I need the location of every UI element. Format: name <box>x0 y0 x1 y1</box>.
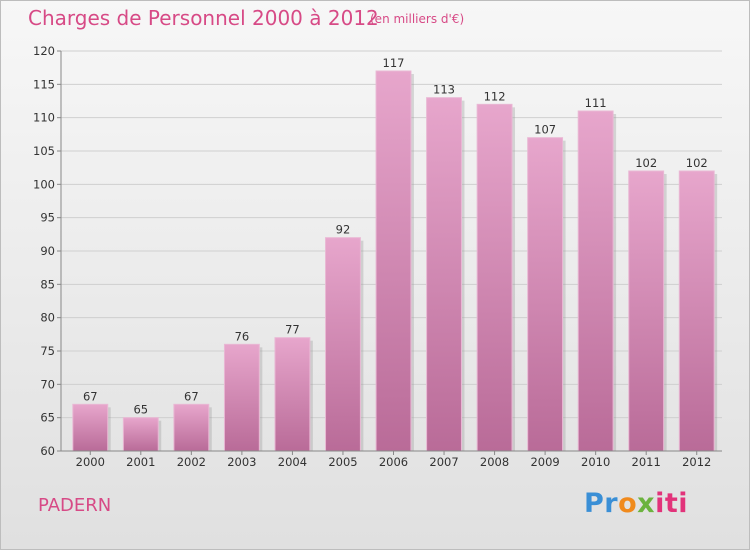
logo-part-4: iti <box>655 488 689 519</box>
x-tick-label: 2006 <box>379 455 408 469</box>
x-tick-label: 2010 <box>581 455 610 469</box>
y-tick-label: 120 <box>33 44 55 58</box>
data-label: 112 <box>484 89 506 103</box>
bar-2002 <box>173 403 210 452</box>
y-tick-label: 110 <box>33 111 55 125</box>
data-label: 107 <box>534 123 556 137</box>
bar-2009 <box>527 137 564 452</box>
axes: 60 65 70 75 80 85 90 95 100 105 110 115 120 2000 2001 2… <box>33 44 722 469</box>
x-tick-label: 2007 <box>429 455 458 469</box>
y-tick-label: 70 <box>40 377 55 391</box>
bar-2012 <box>678 170 715 452</box>
data-label: 67 <box>184 389 199 403</box>
x-tick-label: 2012 <box>682 455 711 469</box>
data-label: 102 <box>686 156 708 170</box>
data-label: 102 <box>635 156 657 170</box>
bar-2006 <box>375 70 412 452</box>
data-label: 92 <box>336 223 351 237</box>
y-tick-label: 105 <box>33 144 55 158</box>
y-tick-label: 75 <box>40 344 55 358</box>
x-tick-label: 2004 <box>278 455 307 469</box>
bar-2004 <box>274 337 311 452</box>
y-tick-label: 90 <box>40 244 55 258</box>
bar-2005 <box>325 237 361 452</box>
bar-2010 <box>577 110 614 452</box>
y-tick-label: 115 <box>33 77 55 91</box>
y-tick-label: 95 <box>40 211 55 225</box>
commune-name: PADERN <box>38 495 112 516</box>
x-tick-label: 2008 <box>480 455 509 469</box>
logo-part-2: o <box>618 488 638 519</box>
bar-2003 <box>223 343 260 452</box>
data-label: 76 <box>235 329 250 343</box>
y-tick-label: 65 <box>40 411 55 425</box>
data-label: 111 <box>585 96 607 110</box>
y-tick-label: 100 <box>33 177 55 191</box>
x-tick-label: 2009 <box>530 455 559 469</box>
data-label: 77 <box>285 323 300 337</box>
bar-2000 <box>72 403 109 452</box>
data-label: 67 <box>83 389 98 403</box>
y-tick-label: 60 <box>40 444 55 458</box>
x-tick-label: 2002 <box>177 455 206 469</box>
x-tick-label: 2005 <box>328 455 357 469</box>
x-tick-label: 2003 <box>227 455 256 469</box>
chart-subtitle: (en milliers d'€) <box>370 12 465 26</box>
logo-part-3: x <box>637 488 656 519</box>
y-tick-label: 80 <box>40 311 55 325</box>
bars: 67 65 67 76 77 92 117 113 112 107 111 102 102 <box>72 56 718 452</box>
x-tick-label: 2011 <box>632 455 661 469</box>
data-label: 113 <box>433 83 455 97</box>
proxiti-logo[interactable]: Proxiti <box>584 488 688 519</box>
bar-2001 <box>122 417 159 452</box>
bar-2008 <box>476 103 513 452</box>
chart-title: Charges de Personnel 2000 à 2012 <box>28 6 379 30</box>
data-label: 65 <box>133 403 148 417</box>
bar-2007 <box>426 97 462 452</box>
data-label: 117 <box>383 56 405 70</box>
x-tick-label: 2000 <box>76 455 105 469</box>
bar-2011 <box>628 170 665 452</box>
y-tick-label: 85 <box>40 277 55 291</box>
x-tick-label: 2001 <box>126 455 155 469</box>
logo-part-1: Pr <box>584 488 619 519</box>
